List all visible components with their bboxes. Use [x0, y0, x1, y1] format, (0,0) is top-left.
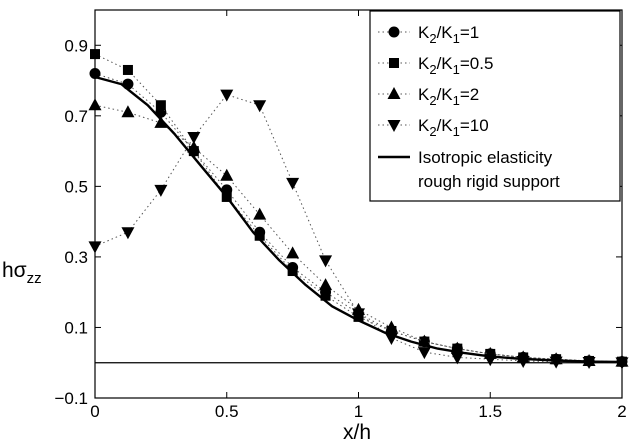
legend-label-part: 1 — [453, 124, 460, 139]
data-point — [582, 357, 596, 370]
y-axis-label-base: hσ — [2, 259, 27, 282]
data-point — [286, 246, 300, 259]
legend-label-part: K — [418, 116, 430, 135]
x-tick-label: 1.5 — [478, 402, 502, 421]
legend-marker — [387, 120, 401, 132]
legend-label-part: K — [418, 23, 430, 42]
y-axis-label-sub: zz — [27, 270, 42, 287]
data-point — [187, 131, 201, 144]
y-tick-label: 0.9 — [64, 36, 88, 55]
data-point — [417, 347, 431, 360]
legend-label-part: =2 — [460, 85, 479, 104]
legend-label-part: =10 — [460, 116, 489, 135]
legend-label-part: /K — [437, 23, 454, 42]
legend-entry-2: K2/K1=2 — [378, 85, 479, 108]
series-4 — [94, 75, 623, 364]
data-point — [122, 64, 133, 75]
legend-label-part: /K — [437, 54, 454, 73]
data-point — [220, 89, 234, 102]
y-axis-label: hσzz — [2, 259, 42, 287]
legend-box — [369, 10, 621, 202]
legend-entry-0: K2/K1=1 — [378, 23, 479, 46]
legend-label: K2/K1=0.5 — [418, 54, 493, 77]
legend-label-part: 2 — [429, 62, 436, 77]
legend-entry-4: Isotropic elasticity rough rigid support — [378, 148, 560, 191]
legend-label: rough rigid support — [418, 172, 560, 191]
data-point — [352, 308, 365, 321]
x-tick-label: 2 — [617, 402, 626, 421]
legend-label-part: 1 — [453, 31, 460, 46]
legend-label-part: =0.5 — [460, 54, 494, 73]
legend-label-part: K — [418, 54, 430, 73]
data-point — [253, 207, 267, 220]
data-point — [253, 100, 267, 113]
axes: 0 0.5 1 1.5 2 −0.1 0.1 0.3 0.5 0.7 0.9 — [54, 9, 627, 421]
data-point — [121, 105, 135, 118]
legend-label-part: 2 — [429, 124, 436, 139]
data-point — [319, 278, 333, 291]
legend-label: K2/K1=2 — [418, 85, 479, 108]
legend-entry-1: K2/K1=0.5 — [378, 54, 493, 77]
data-point — [286, 177, 300, 190]
data-point — [384, 320, 398, 333]
series-line — [94, 104, 623, 363]
data-point — [155, 100, 166, 111]
data-point — [319, 255, 333, 268]
legend-label-part: 1 — [453, 62, 460, 77]
y-tick-label: 0.7 — [64, 107, 88, 126]
legend-marker — [389, 58, 399, 68]
legend-label-part: 1 — [453, 93, 460, 108]
y-tick-label: 0.1 — [64, 318, 88, 337]
legend-label: Isotropic elasticity — [418, 148, 553, 167]
legend-label-part: 2 — [429, 31, 436, 46]
legend-marker — [388, 26, 400, 38]
data-point — [220, 168, 234, 181]
legend-label: K2/K1=1 — [418, 23, 479, 46]
legend-label-part: =1 — [460, 23, 479, 42]
legend-label-part: /K — [437, 85, 454, 104]
data-point — [187, 140, 201, 153]
legend-marker — [387, 87, 401, 99]
data-point — [287, 266, 298, 277]
data-point — [121, 227, 135, 240]
data-point — [254, 230, 265, 241]
legend-label-part: /K — [437, 116, 454, 135]
data-point — [154, 184, 168, 197]
y-tick-label: 0.3 — [64, 248, 88, 267]
series-line — [94, 75, 623, 364]
legend: K2/K1=1K2/K1=0.5K2/K1=2K2/K1=10Isotropic… — [369, 10, 621, 202]
series-line — [94, 53, 623, 363]
x-axis-label: x/h — [343, 421, 371, 444]
y-tick-label: −0.1 — [54, 389, 88, 408]
series-line — [94, 94, 623, 363]
legend-label-part: 2 — [429, 93, 436, 108]
data-point — [154, 115, 168, 128]
x-tick-label: 0 — [90, 402, 99, 421]
legend-entry-3: K2/K1=10 — [378, 116, 489, 139]
legend-label: K2/K1=10 — [418, 116, 489, 139]
x-tick-label: 0.5 — [215, 402, 239, 421]
x-tick-label: 1 — [354, 402, 363, 421]
data-point — [320, 290, 331, 301]
data-point — [450, 352, 464, 365]
y-tick-label: 0.5 — [64, 177, 88, 196]
legend-label-part: K — [418, 85, 430, 104]
